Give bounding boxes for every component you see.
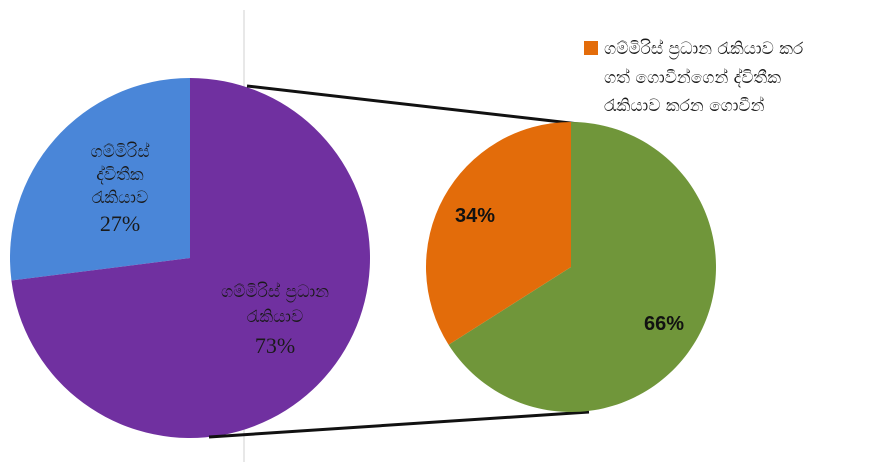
slice-label-primary-pct: 73% [255,333,295,358]
legend-text-line-3: රැකියාව කරන ගොවීන් [604,96,765,116]
slice-label-secondary-line-1: ගම්මිරිස් [90,142,149,162]
connector-line-top [246,84,580,126]
main-pie [10,78,371,438]
slice-label-secondary-line-2: ද්විතීක [96,165,144,185]
slice-label-primary-line-1: ගම්මිරිස් ප්‍රධාන [221,282,329,302]
slice-label-secondary-pct: 27% [100,211,140,236]
sub-pie [426,122,716,413]
main-pie-slice-0 [10,78,191,281]
sub-slice-label-34: 34% [455,205,495,227]
sub-slice-label-66: 66% [644,313,684,335]
main-pie-slice-1 [11,78,371,438]
legend-text-line-2: ගත් ගොවීන්ගෙන් ද්විතීක [604,68,781,88]
connector-line-bottom [208,410,590,439]
legend-swatch [584,41,598,55]
sub-pie-slice-1 [426,122,571,345]
slice-label-secondary-line-3: රැකියාව [92,188,148,208]
sub-pie-slice-0 [448,122,716,413]
legend-text-line-1: ගම්මිරිස් ප්‍රධාන රැකියාව කර [604,39,804,59]
slice-label-primary-line-2: රැකියාව [247,307,303,327]
